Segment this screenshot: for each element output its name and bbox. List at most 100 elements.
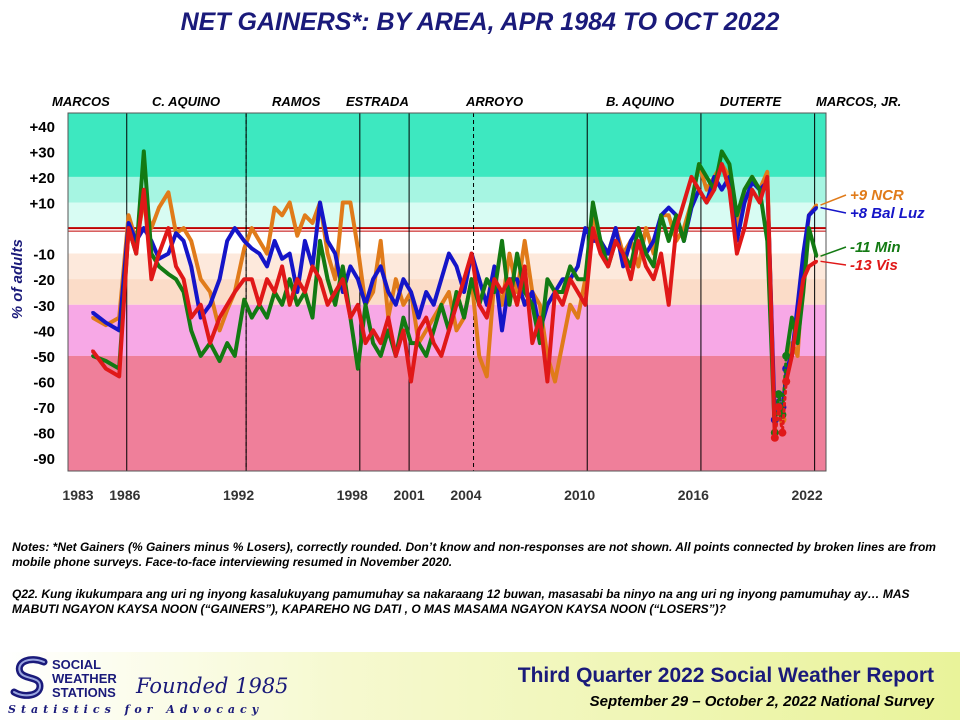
data-point-ncr — [796, 354, 800, 358]
data-point-min — [774, 390, 783, 399]
data-point-ncr — [208, 290, 212, 294]
administration-label: DUTERTE — [720, 94, 782, 109]
data-point-bal-luz — [629, 239, 633, 243]
data-point-bal-luz — [439, 277, 443, 281]
founded-text: Founded 1985 — [136, 674, 289, 698]
data-point-min — [598, 239, 602, 243]
data-point-bal-luz — [432, 303, 436, 307]
data-point-min — [561, 290, 565, 294]
data-point-bal-luz — [225, 239, 229, 243]
data-point-min — [636, 226, 640, 230]
y-tick-label: -80 — [33, 426, 55, 443]
data-point-min — [189, 328, 193, 332]
data-point-vis — [439, 354, 443, 358]
end-label-arrow-2 — [820, 246, 847, 257]
data-point-ncr — [644, 226, 648, 230]
data-point-vis — [770, 433, 779, 442]
data-point-min — [371, 341, 375, 345]
data-point-ncr — [127, 213, 131, 217]
data-point-vis — [462, 277, 466, 281]
data-point-vis — [257, 303, 261, 307]
data-point-ncr — [91, 316, 95, 320]
data-point-bal-luz — [273, 239, 277, 243]
data-point-min — [424, 354, 428, 358]
data-point-min — [500, 239, 504, 243]
data-point-min — [174, 277, 178, 281]
data-point-vis — [371, 328, 375, 332]
data-point-vis — [492, 277, 496, 281]
data-point-ncr — [424, 328, 428, 332]
data-point-vis — [621, 252, 625, 256]
y-tick-label: -40 — [33, 323, 55, 340]
data-point-bal-luz — [743, 201, 747, 204]
data-point-min — [807, 226, 811, 230]
series-line-recent-vis — [784, 259, 818, 382]
data-point-bal-luz — [614, 226, 618, 230]
data-point-min — [104, 359, 108, 363]
data-point-vis — [341, 277, 345, 281]
data-point-vis — [735, 252, 739, 256]
data-point-min — [333, 303, 337, 307]
band-6 — [68, 355, 826, 471]
data-point-min — [288, 277, 292, 281]
data-point-bal-luz — [199, 316, 203, 320]
data-point-min — [727, 162, 731, 166]
data-point-vis — [288, 303, 292, 307]
data-point-bal-luz — [142, 226, 146, 230]
data-point-min — [409, 341, 413, 345]
data-point-ncr — [166, 190, 170, 194]
data-point-bal-luz — [371, 277, 375, 281]
org-name: SOCIAL WEATHER STATIONS — [52, 658, 117, 700]
administration-label: MARCOS, JR. — [816, 94, 902, 109]
data-point-min — [682, 239, 686, 243]
data-point-vis — [807, 264, 811, 268]
data-point-min — [326, 277, 330, 281]
data-point-vis — [538, 316, 542, 320]
data-point-bal-luz — [386, 290, 390, 294]
series-end-label: +9 NCR — [850, 187, 904, 204]
data-point-vis — [273, 290, 277, 294]
data-point-vis — [727, 188, 731, 192]
data-point-bal-luz — [447, 252, 451, 256]
data-point-vis — [104, 367, 108, 371]
data-point-vis — [485, 316, 489, 320]
data-point-ncr — [199, 277, 203, 281]
data-point-bal-luz — [477, 277, 481, 281]
data-point-bal-luz — [288, 252, 292, 256]
data-point-vis — [117, 374, 121, 378]
data-point-vis — [778, 428, 787, 437]
data-point-min — [538, 341, 542, 345]
data-point-vis — [689, 175, 693, 179]
administration-label: MARCOS — [52, 94, 110, 109]
sws-logo-icon — [10, 656, 48, 699]
data-point-min — [515, 252, 519, 256]
data-point-bal-luz — [500, 328, 504, 332]
data-point-bal-luz — [182, 239, 186, 243]
data-point-min — [796, 341, 800, 345]
data-point-bal-luz — [667, 206, 671, 210]
data-point-vis — [364, 341, 368, 345]
data-point-min — [652, 264, 656, 268]
data-point-vis — [705, 201, 709, 204]
x-tick-label: 1998 — [337, 487, 368, 503]
data-point-bal-luz — [576, 264, 580, 268]
end-label-arrow-0 — [820, 194, 847, 206]
data-point-ncr — [356, 247, 360, 251]
data-point-min — [750, 175, 754, 179]
data-point-min — [379, 354, 383, 358]
data-point-ncr — [157, 206, 161, 210]
data-point-vis — [712, 188, 716, 192]
data-point-min — [743, 188, 747, 192]
data-point-vis — [386, 316, 390, 320]
data-point-vis — [576, 290, 580, 294]
data-point-bal-luz — [250, 247, 254, 251]
data-point-ncr — [341, 201, 345, 204]
y-axis-label: % of adults — [9, 239, 26, 319]
org-name-line1: SOCIAL — [52, 657, 102, 672]
data-point-vis — [568, 277, 572, 281]
line-chart: +40 +30 +20 +10 -10 -20 -30 -40 -50 -60 -70 -80 -90%… — [9, 112, 925, 503]
end-label-arrow-1 — [820, 206, 847, 214]
data-point-ncr — [705, 188, 709, 192]
data-point-ncr — [636, 264, 640, 268]
data-point-bal-luz — [530, 290, 534, 294]
